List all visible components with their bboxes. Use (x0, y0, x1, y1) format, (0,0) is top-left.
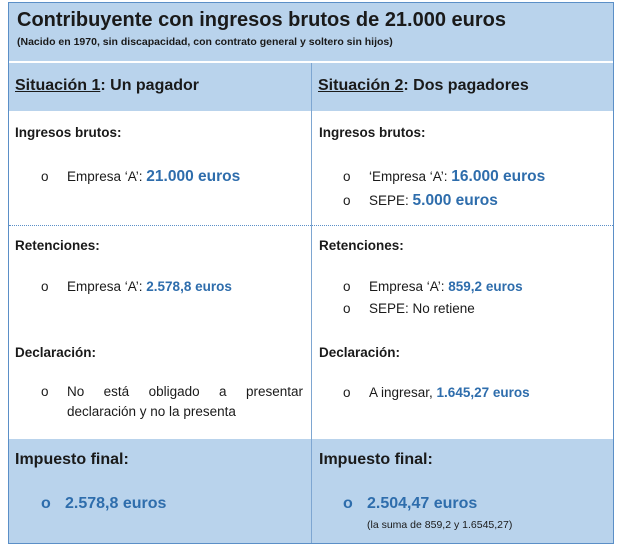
scenario2-ingresos-label: Ingresos brutos: (319, 125, 426, 140)
scenario2-header: Situación 2: Dos pagadores (311, 63, 613, 111)
scenario2-final-value: 2.504,47 euros (367, 495, 478, 512)
scenario1-retenciones-label: Retenciones: (15, 238, 100, 253)
scenario1-heading-suffix: : Un pagador (100, 77, 200, 94)
scenario2-retenciones-item-2: o SEPE: No retiene (343, 301, 475, 316)
bullet-icon: o (41, 169, 49, 184)
scenario2-ingresos-value-1: 16.000 euros (451, 168, 546, 185)
scenario1-final-item: o 2.578,8 euros (41, 495, 166, 513)
bullet-icon: o (41, 384, 49, 399)
scenario1-retenciones-item: o Empresa ‘A’: 2.578,8 euros (41, 279, 232, 294)
scenario2-final-note: (la suma de 859,2 y 1.6545,27) (367, 519, 513, 531)
bullet-icon: o (343, 169, 351, 184)
scenario1-declaracion-text: No está obligado a presentar declaración… (67, 384, 303, 419)
scenario2-retenciones-label: Retenciones: (319, 238, 404, 253)
section-divider (9, 225, 613, 226)
scenario2-retenciones-value-1: 859,2 euros (448, 279, 523, 294)
table-subtitle: (Nacido en 1970, sin discapacidad, con c… (17, 36, 393, 48)
scenario1-retenciones-value: 2.578,8 euros (146, 279, 232, 294)
scenario2-declaracion-label: Declaración: (319, 345, 401, 360)
title-band: Contribuyente con ingresos brutos de 21.… (9, 3, 613, 61)
scenario1-heading-prefix: Situación 1 (15, 77, 101, 94)
scenario1-declaracion-bullet: o (41, 384, 67, 399)
scenario2-ingresos-item-2: o SEPE: 5.000 euros (343, 192, 498, 209)
scenario1-final-label: Impuesto final: (15, 451, 129, 468)
scenario2-heading-suffix: : Dos pagadores (403, 77, 529, 94)
scenario2-retenciones-item-1: o Empresa ‘A’: 859,2 euros (343, 279, 523, 294)
scenario1-header: Situación 1: Un pagador (9, 63, 311, 111)
scenario2-final-item: o 2.504,47 euros (343, 495, 477, 513)
bullet-icon: o (343, 301, 351, 316)
bullet-icon: o (343, 495, 353, 512)
comparison-table: Contribuyente con ingresos brutos de 21.… (8, 2, 614, 544)
column-divider (311, 109, 312, 439)
final-tax-band: Impuesto final: o 2.578,8 euros Impuesto … (9, 439, 613, 543)
scenario2-ingresos-value-2: 5.000 euros (412, 192, 498, 209)
scenario1-declaracion-label: Declaración: (15, 345, 97, 360)
bullet-icon: o (343, 385, 351, 400)
scenario1-ingresos-value: 21.000 euros (146, 168, 241, 185)
scenario2-heading-prefix: Situación 2 (318, 77, 404, 94)
bullet-icon: o (343, 193, 351, 208)
scenario1-ingresos-item: o Empresa ‘A’: 21.000 euros (41, 168, 241, 185)
scenario2-ingresos-item-1: o ‘Empresa ‘A’: 16.000 euros (343, 168, 546, 185)
table-title: Contribuyente con ingresos brutos de 21.… (17, 9, 507, 31)
column-divider-bottom (311, 439, 312, 543)
scenario2-final-label: Impuesto final: (319, 451, 433, 468)
bullet-icon: o (343, 279, 351, 294)
bullet-icon: o (41, 495, 51, 512)
scenario1-ingresos-label: Ingresos brutos: (15, 125, 122, 140)
scenario2-declaracion-value: 1.645,27 euros (436, 385, 530, 400)
scenario1-final-value: 2.578,8 euros (65, 495, 167, 512)
scenario-header-row: Situación 1: Un pagador Situación 2: Dos… (9, 61, 613, 111)
bullet-icon: o (41, 279, 49, 294)
